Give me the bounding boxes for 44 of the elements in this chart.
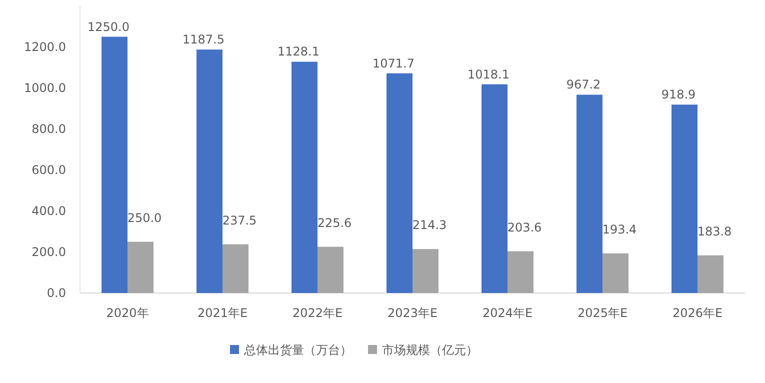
x-tick-label: 2026年E — [672, 306, 723, 320]
data-label: 203.6 — [507, 220, 542, 234]
bar — [128, 242, 154, 293]
bar — [318, 246, 344, 293]
bar — [482, 84, 508, 293]
y-tick-label: 400.0 — [32, 204, 66, 218]
bar — [672, 104, 698, 293]
bar — [602, 253, 628, 293]
y-tick-label: 1200.0 — [24, 40, 66, 54]
y-tick-label: 200.0 — [32, 245, 66, 259]
bar — [698, 255, 724, 293]
bar — [386, 73, 412, 293]
x-tick-label: 2020年 — [106, 306, 149, 320]
bar — [196, 50, 222, 293]
x-tick-label: 2023年E — [387, 306, 438, 320]
data-label: 1250.0 — [88, 20, 130, 34]
data-label: 193.4 — [602, 222, 637, 236]
data-label: 225.6 — [317, 216, 352, 230]
data-label: 1018.1 — [468, 67, 510, 82]
data-label: 1187.5 — [182, 32, 224, 47]
bar — [412, 249, 438, 293]
bar — [222, 244, 248, 293]
legend-label: 总体出货量（万台） — [243, 343, 352, 357]
y-tick-label: 800.0 — [32, 122, 66, 136]
y-tick-label: 0.0 — [46, 286, 66, 300]
bar — [102, 36, 128, 293]
data-label: 237.5 — [222, 213, 257, 228]
data-label: 183.8 — [697, 224, 732, 238]
bar — [508, 251, 534, 293]
legend-label: 市场规模（亿元） — [382, 343, 478, 357]
data-label: 918.9 — [661, 88, 696, 102]
bar — [292, 62, 318, 293]
data-label: 967.2 — [566, 78, 601, 92]
data-label: 214.3 — [412, 218, 447, 232]
x-tick-label: 2022年E — [292, 306, 343, 320]
x-tick-label: 2025年E — [577, 306, 628, 320]
data-label: 1128.1 — [278, 44, 320, 59]
x-tick-label: 2021年E — [197, 306, 248, 320]
x-tick-label: 2024年E — [482, 306, 533, 320]
data-label: 250.0 — [127, 210, 162, 225]
y-tick-label: 600.0 — [32, 163, 66, 177]
bar — [576, 94, 602, 293]
y-tick-label: 1000.0 — [24, 81, 66, 95]
data-label: 1071.7 — [372, 56, 414, 70]
